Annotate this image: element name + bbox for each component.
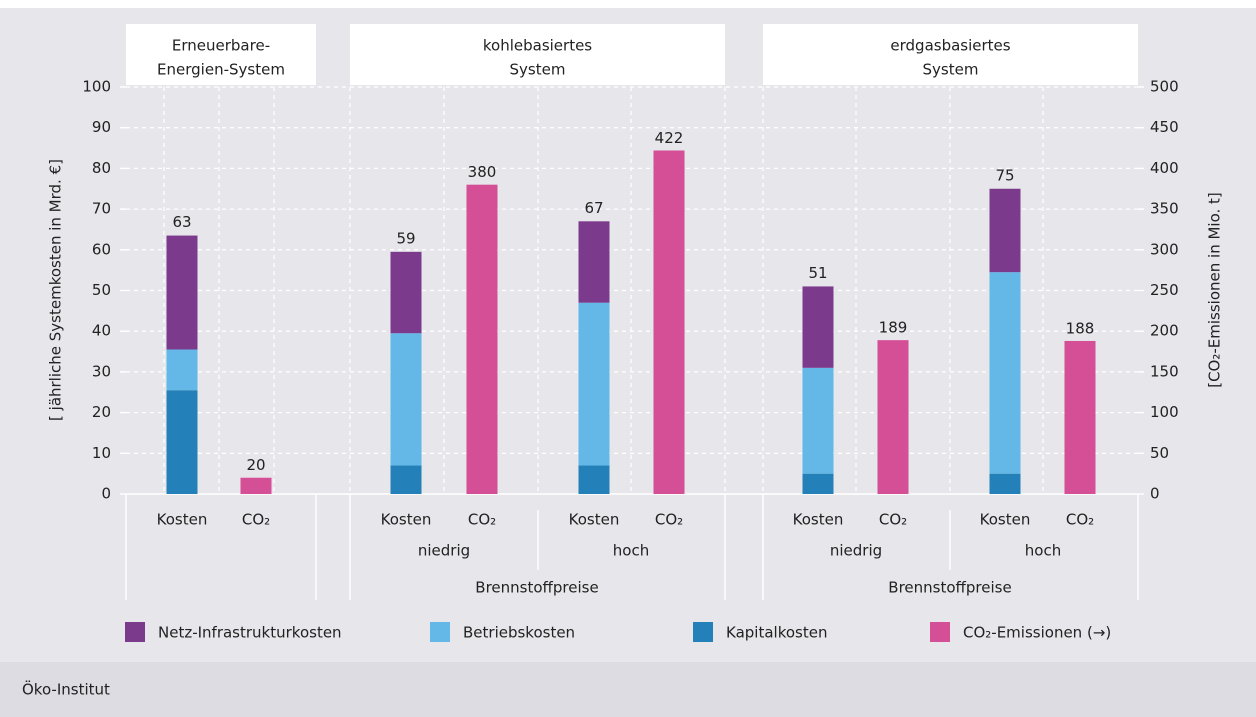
x-tick-label: Kosten — [381, 511, 432, 529]
y-tick-label: 60 — [92, 240, 111, 258]
y2-tick-label: 150 — [1150, 362, 1179, 380]
value-label: 20 — [246, 456, 265, 474]
panel-title: kohlebasiertes — [483, 37, 592, 55]
bar-segment — [802, 367, 834, 474]
panel-title: System — [510, 61, 566, 79]
total-label: 63 — [172, 213, 191, 231]
bar-segment — [578, 221, 610, 303]
panel-header — [350, 24, 725, 85]
x-tick-label: Kosten — [793, 511, 844, 529]
y2-tick-label: 450 — [1150, 118, 1179, 136]
y-tick-label: 10 — [92, 444, 111, 462]
x-tick-label: CO₂ — [1066, 511, 1094, 529]
panel-title: Erneuerbare- — [172, 37, 270, 55]
y2-tick-label: 50 — [1150, 444, 1169, 462]
bar-segment — [989, 272, 1021, 474]
source: Öko-Institut — [22, 680, 110, 699]
bar-segment — [578, 302, 610, 466]
legend-swatch — [693, 622, 713, 642]
panel-header — [126, 24, 316, 85]
y2-tick-label: 0 — [1150, 485, 1160, 503]
panel-title: erdgasbasiertes — [890, 37, 1010, 55]
legend-label: Kapitalkosten — [726, 624, 827, 642]
y2-axis-label: [CO₂-Emissionen in Mio. t] — [1206, 192, 1224, 388]
x-tick-label: Kosten — [157, 511, 208, 529]
y-tick-label: 30 — [92, 362, 111, 380]
x-tick-label: CO₂ — [468, 511, 496, 529]
x-tick-label: Kosten — [980, 511, 1031, 529]
y-tick-label: 40 — [92, 322, 111, 340]
bar — [240, 477, 272, 494]
legend-swatch — [930, 622, 950, 642]
bar-segment — [802, 473, 834, 494]
y-tick-label: 0 — [101, 485, 111, 503]
bar-segment — [166, 390, 198, 494]
group-label: Brennstoffpreise — [888, 579, 1011, 597]
total-label: 67 — [584, 199, 603, 217]
total-label: 51 — [808, 264, 827, 282]
value-label: 189 — [879, 319, 908, 337]
panel-title: Energien-System — [157, 61, 285, 79]
x-tick-label: CO₂ — [879, 511, 907, 529]
source-area — [0, 662, 1256, 717]
bar-segment — [166, 235, 198, 350]
x-tick-label: Kosten — [569, 511, 620, 529]
group-label: Brennstoffpreise — [475, 579, 598, 597]
legend-label: Netz-Infrastrukturkosten — [158, 624, 342, 642]
total-label: 75 — [995, 166, 1014, 184]
panel-header — [763, 24, 1138, 85]
y-tick-label: 70 — [92, 200, 111, 218]
y-tick-label: 80 — [92, 159, 111, 177]
y-tick-label: 100 — [82, 78, 111, 96]
y2-tick-label: 350 — [1150, 200, 1179, 218]
y2-tick-label: 300 — [1150, 240, 1179, 258]
value-label: 188 — [1066, 319, 1095, 337]
y2-tick-label: 200 — [1150, 322, 1179, 340]
top-strip — [0, 0, 1256, 8]
subgroup-label: hoch — [613, 542, 649, 560]
legend-swatch — [125, 622, 145, 642]
total-label: 59 — [396, 229, 415, 247]
bar — [466, 184, 498, 494]
y-axis-label: [ jährliche Systemkosten in Mrd. €] — [47, 159, 65, 421]
legend-label: CO₂-Emissionen (→) — [963, 624, 1111, 642]
bar-segment — [390, 251, 422, 334]
subgroup-label: niedrig — [830, 542, 882, 560]
x-tick-label: CO₂ — [655, 511, 683, 529]
bar-segment — [578, 465, 610, 494]
legend-label: Betriebskosten — [463, 624, 575, 642]
y2-tick-label: 250 — [1150, 281, 1179, 299]
bar-segment — [390, 333, 422, 466]
y2-tick-label: 500 — [1150, 78, 1179, 96]
value-label: 380 — [468, 163, 497, 181]
bar-segment — [989, 188, 1021, 273]
legend-swatch — [430, 622, 450, 642]
y2-tick-label: 100 — [1150, 403, 1179, 421]
bar-segment — [390, 465, 422, 494]
subgroup-label: hoch — [1025, 542, 1061, 560]
bar — [653, 150, 685, 494]
bar — [1064, 340, 1096, 494]
y-tick-label: 90 — [92, 118, 111, 136]
y-tick-label: 20 — [92, 403, 111, 421]
panel-title: System — [923, 61, 979, 79]
bar — [877, 340, 909, 494]
bar-segment — [166, 349, 198, 391]
subgroup-label: niedrig — [418, 542, 470, 560]
bar-segment — [989, 473, 1021, 494]
y-tick-label: 50 — [92, 281, 111, 299]
y2-tick-label: 400 — [1150, 159, 1179, 177]
bar-segment — [802, 286, 834, 368]
value-label: 422 — [655, 129, 684, 147]
x-tick-label: CO₂ — [242, 511, 270, 529]
